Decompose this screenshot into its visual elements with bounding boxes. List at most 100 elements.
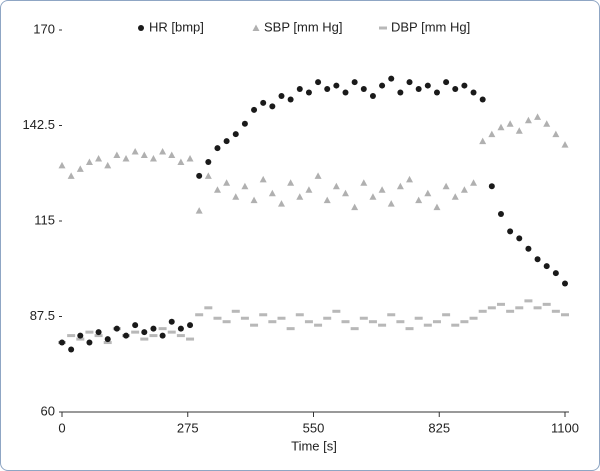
y-tick-label: 170 bbox=[33, 21, 55, 36]
point bbox=[543, 263, 550, 270]
point bbox=[141, 329, 148, 336]
point bbox=[315, 79, 322, 86]
point bbox=[94, 334, 103, 338]
point bbox=[268, 189, 276, 197]
point bbox=[542, 302, 551, 306]
point bbox=[250, 323, 259, 327]
point bbox=[432, 320, 441, 324]
point bbox=[423, 323, 432, 327]
point bbox=[461, 82, 468, 89]
point bbox=[470, 179, 478, 186]
point bbox=[278, 92, 285, 99]
point bbox=[469, 316, 478, 320]
point bbox=[77, 332, 84, 339]
point bbox=[213, 316, 222, 320]
point bbox=[251, 106, 258, 113]
point bbox=[442, 182, 450, 190]
x-tick-label: 275 bbox=[177, 420, 199, 435]
point bbox=[196, 172, 203, 179]
point bbox=[351, 79, 358, 86]
legend-label: DBP [mm Hg] bbox=[391, 19, 470, 34]
point bbox=[561, 141, 569, 148]
point bbox=[140, 151, 148, 159]
point bbox=[186, 337, 195, 341]
point bbox=[314, 172, 322, 179]
point bbox=[460, 186, 468, 193]
legend-label: SBP [mm Hg] bbox=[264, 19, 343, 34]
point bbox=[314, 323, 323, 327]
point bbox=[195, 207, 203, 214]
point bbox=[85, 158, 93, 165]
point bbox=[506, 120, 514, 127]
point bbox=[488, 130, 496, 138]
point bbox=[277, 200, 285, 207]
point bbox=[113, 325, 120, 332]
point bbox=[104, 336, 111, 343]
point bbox=[342, 89, 349, 96]
point bbox=[506, 309, 515, 313]
point bbox=[562, 280, 568, 287]
point bbox=[167, 330, 176, 334]
point bbox=[360, 179, 368, 186]
point bbox=[287, 96, 294, 103]
point bbox=[387, 200, 395, 207]
point bbox=[479, 96, 486, 103]
point bbox=[232, 193, 240, 200]
point bbox=[496, 302, 505, 306]
point bbox=[76, 165, 84, 172]
point bbox=[369, 92, 376, 99]
point bbox=[269, 103, 276, 110]
point bbox=[287, 179, 295, 186]
point bbox=[252, 24, 260, 31]
point bbox=[341, 320, 350, 324]
point bbox=[123, 332, 130, 339]
point bbox=[359, 316, 368, 320]
point bbox=[168, 318, 175, 325]
point bbox=[406, 79, 413, 86]
point bbox=[131, 330, 140, 334]
point bbox=[223, 179, 231, 186]
point bbox=[524, 299, 533, 303]
point bbox=[470, 89, 477, 96]
point bbox=[515, 306, 524, 310]
point bbox=[131, 148, 139, 155]
y-tick-label: 60 bbox=[41, 403, 55, 418]
point bbox=[424, 82, 431, 89]
point bbox=[241, 120, 248, 127]
point bbox=[323, 316, 332, 320]
point bbox=[204, 172, 212, 179]
point bbox=[333, 82, 340, 89]
point bbox=[59, 339, 65, 346]
point bbox=[168, 151, 176, 159]
point bbox=[507, 228, 514, 235]
point bbox=[214, 145, 221, 152]
point bbox=[140, 337, 149, 341]
point bbox=[305, 89, 312, 96]
point bbox=[231, 309, 240, 313]
point bbox=[86, 339, 93, 346]
point bbox=[379, 26, 387, 30]
point bbox=[368, 320, 377, 324]
point bbox=[222, 320, 231, 324]
point bbox=[451, 323, 460, 327]
point bbox=[223, 138, 230, 145]
point bbox=[388, 75, 395, 82]
point bbox=[277, 316, 286, 320]
point bbox=[497, 211, 504, 218]
point bbox=[296, 86, 303, 93]
point bbox=[451, 193, 459, 200]
point bbox=[296, 193, 304, 200]
point bbox=[76, 337, 85, 341]
point bbox=[187, 322, 194, 329]
point bbox=[323, 196, 331, 204]
point bbox=[259, 175, 267, 183]
point bbox=[433, 203, 441, 211]
point bbox=[406, 175, 414, 183]
point bbox=[240, 316, 249, 320]
point bbox=[85, 330, 94, 334]
point bbox=[332, 182, 340, 190]
point bbox=[132, 322, 139, 329]
point bbox=[415, 196, 423, 204]
